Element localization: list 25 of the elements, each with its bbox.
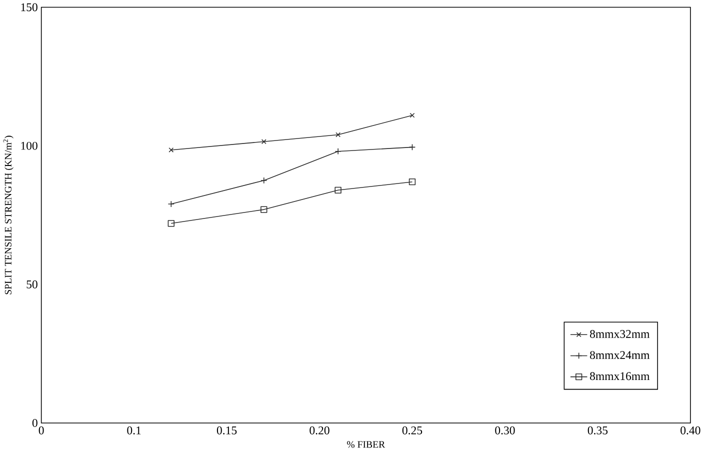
point <box>168 220 174 227</box>
point <box>336 132 341 138</box>
point <box>408 178 416 186</box>
y-axis-title: SPLIT TENSILE STRENGTH (KN/m$^{2}$) <box>3 136 14 294</box>
legend-label: 8mmx32mm <box>590 330 650 338</box>
x-tick-label: 0.15 <box>216 426 237 434</box>
x-axis-title: % FIBER <box>347 441 386 448</box>
point <box>168 147 174 152</box>
legend-label: 8mmx16mm <box>590 372 650 380</box>
x-tick-label: 0.35 <box>588 426 608 434</box>
x-tick-label: 0.30 <box>495 426 515 434</box>
x-tick-label: 0.1 <box>127 426 141 434</box>
point <box>261 139 266 144</box>
x-tick-label: 0.20 <box>310 426 330 434</box>
legend-label: 8mmx24mm <box>590 351 650 359</box>
y-tick-label: 100 <box>21 142 38 150</box>
y-tick-label: 50 <box>26 280 38 288</box>
x-tick-label: 0 <box>38 426 44 434</box>
point <box>334 186 342 194</box>
point <box>410 112 415 118</box>
point <box>260 206 268 213</box>
x-tick-label: 0.40 <box>680 426 700 434</box>
y-tick-label: 150 <box>21 3 38 12</box>
x-tick-label: 0.25 <box>402 426 422 434</box>
y-tick-label: 0 <box>32 418 38 427</box>
